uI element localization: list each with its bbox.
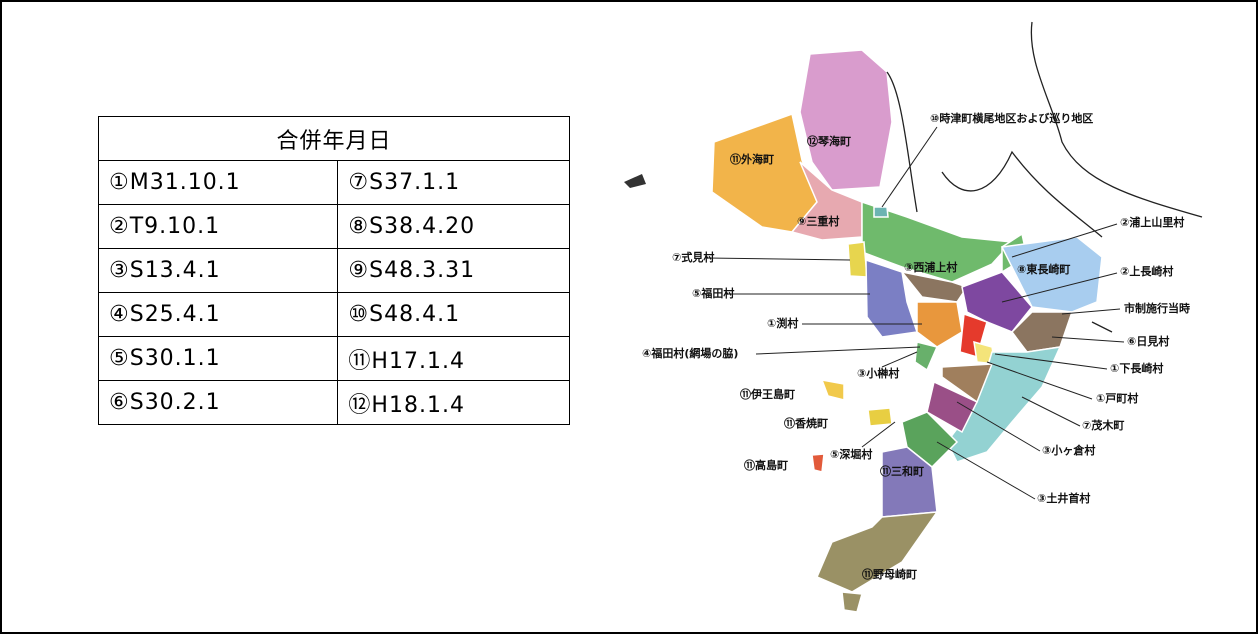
table-cell: ⑪H17.1.4 bbox=[337, 336, 570, 381]
table-cell: ③S13.4.1 bbox=[97, 248, 339, 293]
table-header: 合併年月日 bbox=[98, 116, 570, 161]
map-label: ②浦上山里村 bbox=[1120, 215, 1184, 229]
region-kinkai bbox=[799, 49, 893, 191]
region-koyagi bbox=[867, 407, 893, 427]
region-fuchi bbox=[916, 301, 963, 348]
region-shikimi bbox=[847, 241, 868, 278]
map-label: 市制施行当時 bbox=[1124, 301, 1190, 315]
labels: ⑩時津町横尾地区および巡り地区 ⑫琴海町 ⑪外海町 ⑨三重村 ②浦上山里村 ⑦式見村 ③西浦… bbox=[642, 111, 1190, 581]
table-cell: ⑥S30.2.1 bbox=[97, 380, 339, 425]
map-label: ③小榊村 bbox=[857, 366, 899, 380]
map-label: ⑨三重村 bbox=[797, 214, 839, 228]
region-togitsu bbox=[873, 206, 889, 218]
leader-line bbox=[755, 346, 921, 355]
leader-line bbox=[881, 351, 918, 368]
table-row: ⑤S30.1.1 ⑪H17.1.4 bbox=[97, 336, 570, 381]
region-koshige bbox=[914, 341, 939, 372]
regions bbox=[624, 49, 1103, 613]
leader-line bbox=[861, 421, 896, 448]
region-sanwa bbox=[881, 446, 938, 518]
map-label: ⑦茂木町 bbox=[1082, 418, 1124, 432]
table-cell: ①M31.10.1 bbox=[97, 160, 339, 205]
map-label: ④福田村(網場の脇) bbox=[642, 346, 738, 360]
map-label: ⑦式見村 bbox=[672, 250, 714, 264]
coast bbox=[941, 150, 1103, 238]
table-cell: ⑫H18.1.4 bbox=[337, 380, 570, 425]
map-label: ③小ヶ倉村 bbox=[1042, 443, 1095, 457]
leader-line bbox=[936, 441, 1036, 500]
map-label: ⑪香焼町 bbox=[784, 416, 828, 430]
leader-line bbox=[706, 257, 851, 261]
map-label: ⑪三和町 bbox=[880, 464, 924, 478]
map-label: ⑤深堀村 bbox=[830, 447, 872, 461]
coast bbox=[886, 71, 918, 213]
map-label: ⑪外海町 bbox=[730, 152, 774, 166]
map-label: ⑤福田村 bbox=[692, 286, 734, 300]
leader-line bbox=[1011, 223, 1118, 258]
leader-line bbox=[1051, 336, 1125, 343]
map-label: ⑫琴海町 bbox=[807, 134, 851, 148]
region-nishiurakami bbox=[861, 200, 1014, 283]
leader-line bbox=[1001, 272, 1118, 303]
leader-line bbox=[1061, 308, 1121, 315]
coastlines bbox=[886, 21, 1203, 333]
region-kokura bbox=[926, 380, 979, 434]
table-row: ①M31.10.1 ⑦S37.1.1 bbox=[97, 160, 570, 205]
map-label: ①渕村 bbox=[767, 316, 798, 330]
map-label: ⑪高島町 bbox=[744, 458, 788, 472]
map-label: ②上長崎村 bbox=[1120, 264, 1173, 278]
map-label: ③土井首村 bbox=[1037, 491, 1090, 505]
table-row: ⑥S30.2.1 ⑫H18.1.4 bbox=[97, 380, 570, 425]
region-nishiurakami-s bbox=[900, 270, 969, 303]
table-cell: ⑦S37.1.1 bbox=[337, 160, 570, 205]
map-label: ①戸町村 bbox=[1096, 391, 1138, 405]
region-iojima bbox=[820, 379, 845, 401]
map-label: ⑩時津町横尾地区および巡り地区 bbox=[930, 111, 1093, 125]
leader-line bbox=[1021, 396, 1081, 427]
leader-line bbox=[881, 126, 938, 208]
leader-line bbox=[994, 353, 1108, 370]
map-label: ⑪野母崎町 bbox=[862, 567, 917, 581]
table-cell: ④S25.4.1 bbox=[97, 292, 339, 337]
map-label: ⑪伊王島町 bbox=[740, 387, 795, 401]
map-label: ⑥日見村 bbox=[1127, 334, 1169, 348]
region-mie bbox=[790, 161, 863, 241]
region-takashima bbox=[811, 453, 825, 473]
table-row: ④S25.4.1 ⑩S48.4.1 bbox=[97, 292, 570, 337]
region-nomozaki bbox=[816, 511, 939, 593]
coast bbox=[1030, 21, 1203, 218]
island bbox=[624, 174, 646, 188]
leader-line bbox=[956, 401, 1041, 452]
table-cell: ⑤S30.1.1 bbox=[97, 336, 339, 381]
merger-table: 合併年月日 ①M31.10.1 ⑦S37.1.1 ②T9.10.1 ⑧S38.4.20… bbox=[97, 116, 570, 425]
coast bbox=[1091, 321, 1113, 333]
leader-line bbox=[986, 361, 1093, 400]
map-label: ①下長崎村 bbox=[1110, 361, 1163, 375]
region-island-s bbox=[841, 591, 863, 613]
map-label: ⑧東長崎町 bbox=[1017, 262, 1070, 276]
map-label: ③西浦上村 bbox=[904, 260, 957, 274]
